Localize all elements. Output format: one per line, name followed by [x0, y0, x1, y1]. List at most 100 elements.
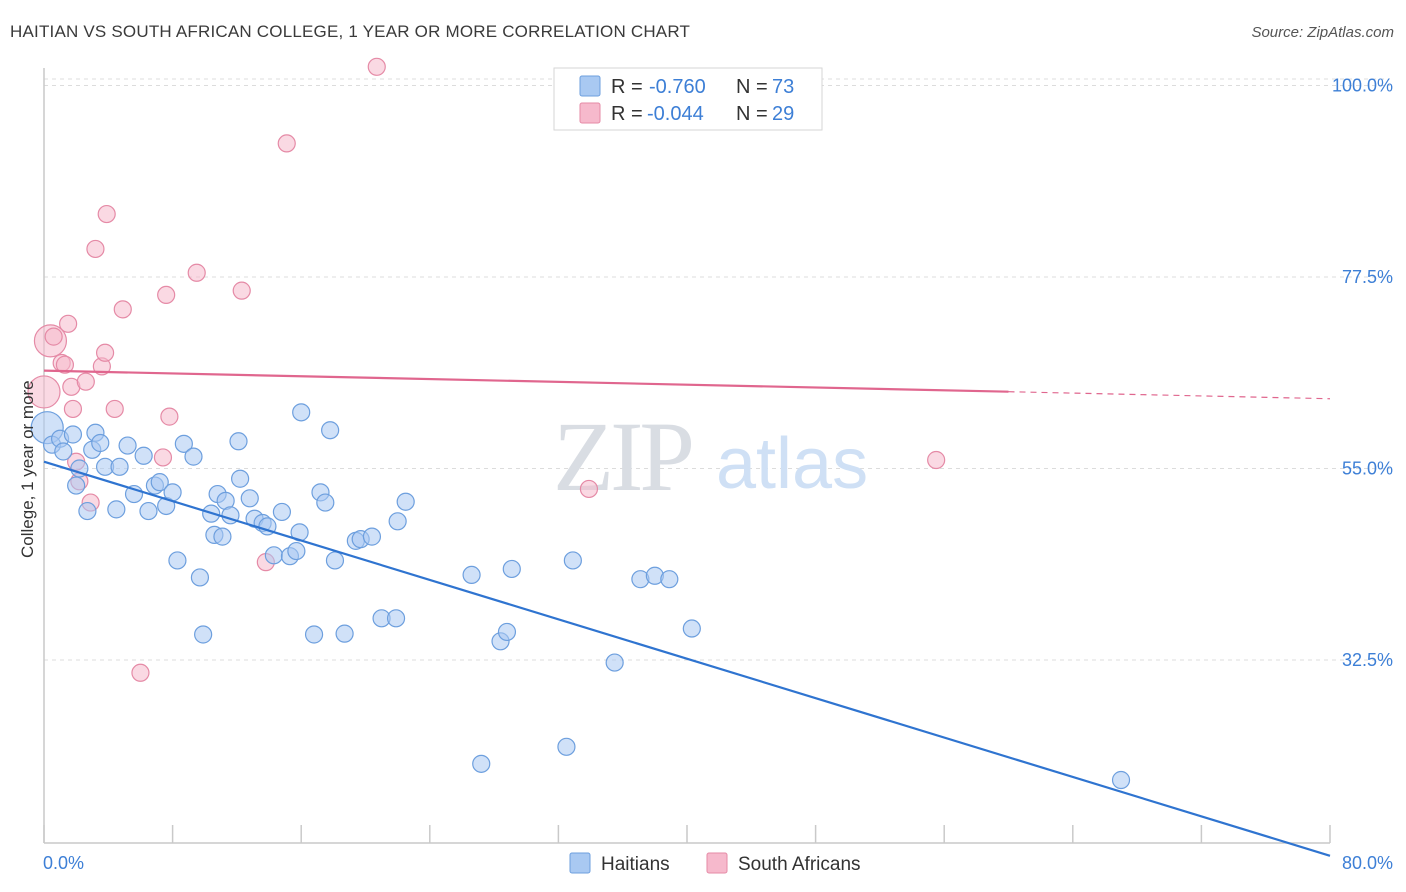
haitian-point — [184, 447, 203, 466]
haitian-point — [190, 568, 210, 587]
y-tick-label: 55.0% — [1342, 459, 1393, 479]
haitian-point — [139, 501, 158, 521]
haitian-point — [174, 434, 193, 453]
south-african-point — [160, 407, 179, 426]
south-african-point — [157, 285, 176, 304]
legend-swatch-haitians — [579, 75, 601, 97]
south-african-point — [76, 372, 95, 391]
y-tick-label: 77.5% — [1342, 267, 1393, 287]
haitian-point — [335, 624, 354, 643]
south-african-point — [44, 327, 63, 346]
haitian-point — [321, 421, 340, 440]
haitian-point — [557, 737, 576, 756]
haitian-point — [168, 551, 187, 570]
haitian-point — [325, 551, 345, 570]
south-africans-trend-line-extension — [1008, 391, 1331, 400]
south-african-point — [579, 479, 599, 499]
haitian-point — [134, 446, 153, 465]
haitian-point — [304, 625, 324, 644]
bottom-legend-label-south-africans: South Africans — [738, 854, 861, 875]
watermark-atlas: atlas — [716, 424, 868, 504]
haitian-point — [563, 551, 582, 570]
series-legend: Haitians South Africans — [569, 852, 861, 875]
legend-n-value-haitians: 73 — [772, 76, 794, 98]
haitian-point — [472, 754, 491, 773]
haitian-point — [682, 619, 701, 638]
x-tick-label-max: 80.0% — [1342, 853, 1393, 873]
south-african-point — [55, 355, 74, 374]
y-tick-label: 100.0% — [1332, 76, 1393, 96]
haitian-point — [78, 501, 97, 521]
haitian-point — [1111, 770, 1131, 790]
haitian-point — [462, 565, 481, 585]
south-african-point — [131, 663, 150, 682]
legend-n-value-south-africans: 29 — [772, 103, 794, 125]
legend-n-label-haitians: N = — [736, 76, 768, 98]
bottom-legend-swatch-haitians — [569, 852, 591, 874]
haitians-trend-line — [43, 460, 1331, 857]
haitian-point — [194, 625, 213, 644]
south-africans-trend-line — [43, 369, 1009, 393]
haitian-point — [292, 403, 311, 422]
source-credit: Source: ZipAtlas.com — [1251, 24, 1394, 41]
haitian-point — [150, 473, 169, 492]
south-africans-points — [27, 57, 946, 682]
haitian-point — [213, 527, 232, 546]
gridlines — [44, 78, 1390, 661]
south-african-point — [277, 134, 296, 153]
watermark: ZIP atlas — [553, 401, 868, 512]
haitian-point — [264, 546, 283, 565]
south-african-point — [27, 375, 61, 409]
south-african-point — [113, 300, 132, 319]
legend-r-value-south-africans: -0.044 — [647, 103, 704, 125]
bottom-legend-label-haitians: Haitians — [601, 854, 670, 875]
legend-r-label-south-africans: R = — [611, 103, 643, 125]
haitian-point — [229, 432, 248, 451]
haitian-point — [240, 489, 259, 508]
south-african-point — [86, 239, 105, 259]
haitian-point — [502, 559, 521, 579]
south-african-point — [367, 57, 386, 76]
south-african-point — [187, 263, 206, 282]
south-african-point — [59, 314, 78, 333]
south-african-point — [63, 399, 83, 419]
haitian-point — [107, 500, 126, 519]
stats-legend: R = -0.760 N = 73 R = -0.044 N = 29 — [553, 67, 823, 131]
haitian-point — [316, 493, 335, 512]
y-tick-labels: 32.5% 55.0% 77.5% 100.0% — [1332, 76, 1393, 670]
y-tick-label: 32.5% — [1342, 650, 1393, 670]
axes — [43, 68, 1331, 844]
y-axis-label: College, 1 year or more — [18, 380, 37, 558]
haitian-point — [231, 469, 250, 488]
haitian-point — [287, 541, 306, 561]
legend-r-label-haitians: R = — [611, 76, 643, 98]
haitian-point — [388, 512, 407, 531]
haitian-point — [67, 476, 86, 495]
chart-title: HAITIAN VS SOUTH AFRICAN COLLEGE, 1 YEAR… — [10, 22, 691, 41]
haitian-point — [91, 433, 110, 453]
haitians-points — [30, 403, 1131, 790]
legend-r-value-haitians: -0.760 — [649, 76, 706, 98]
south-african-point — [153, 448, 173, 467]
legend-n-label-south-africans: N = — [736, 103, 768, 125]
south-african-point — [105, 399, 124, 419]
legend-swatch-south-africans — [579, 102, 601, 124]
haitian-point — [386, 609, 406, 628]
haitian-point — [118, 436, 137, 455]
bottom-legend-swatch-south-africans — [706, 852, 728, 874]
x-tick-label-min: 0.0% — [43, 853, 84, 873]
watermark-zip: ZIP — [553, 401, 691, 512]
haitian-point — [54, 442, 73, 461]
haitian-point — [362, 527, 382, 546]
haitian-point — [660, 570, 679, 589]
south-african-point — [95, 343, 115, 362]
trend-lines — [43, 369, 1331, 857]
haitian-point — [605, 653, 624, 672]
haitian-point — [63, 425, 83, 444]
haitian-point — [497, 622, 517, 642]
south-african-point — [97, 204, 116, 224]
haitian-point — [272, 502, 292, 522]
haitian-point — [396, 492, 415, 511]
south-african-point — [232, 281, 251, 300]
